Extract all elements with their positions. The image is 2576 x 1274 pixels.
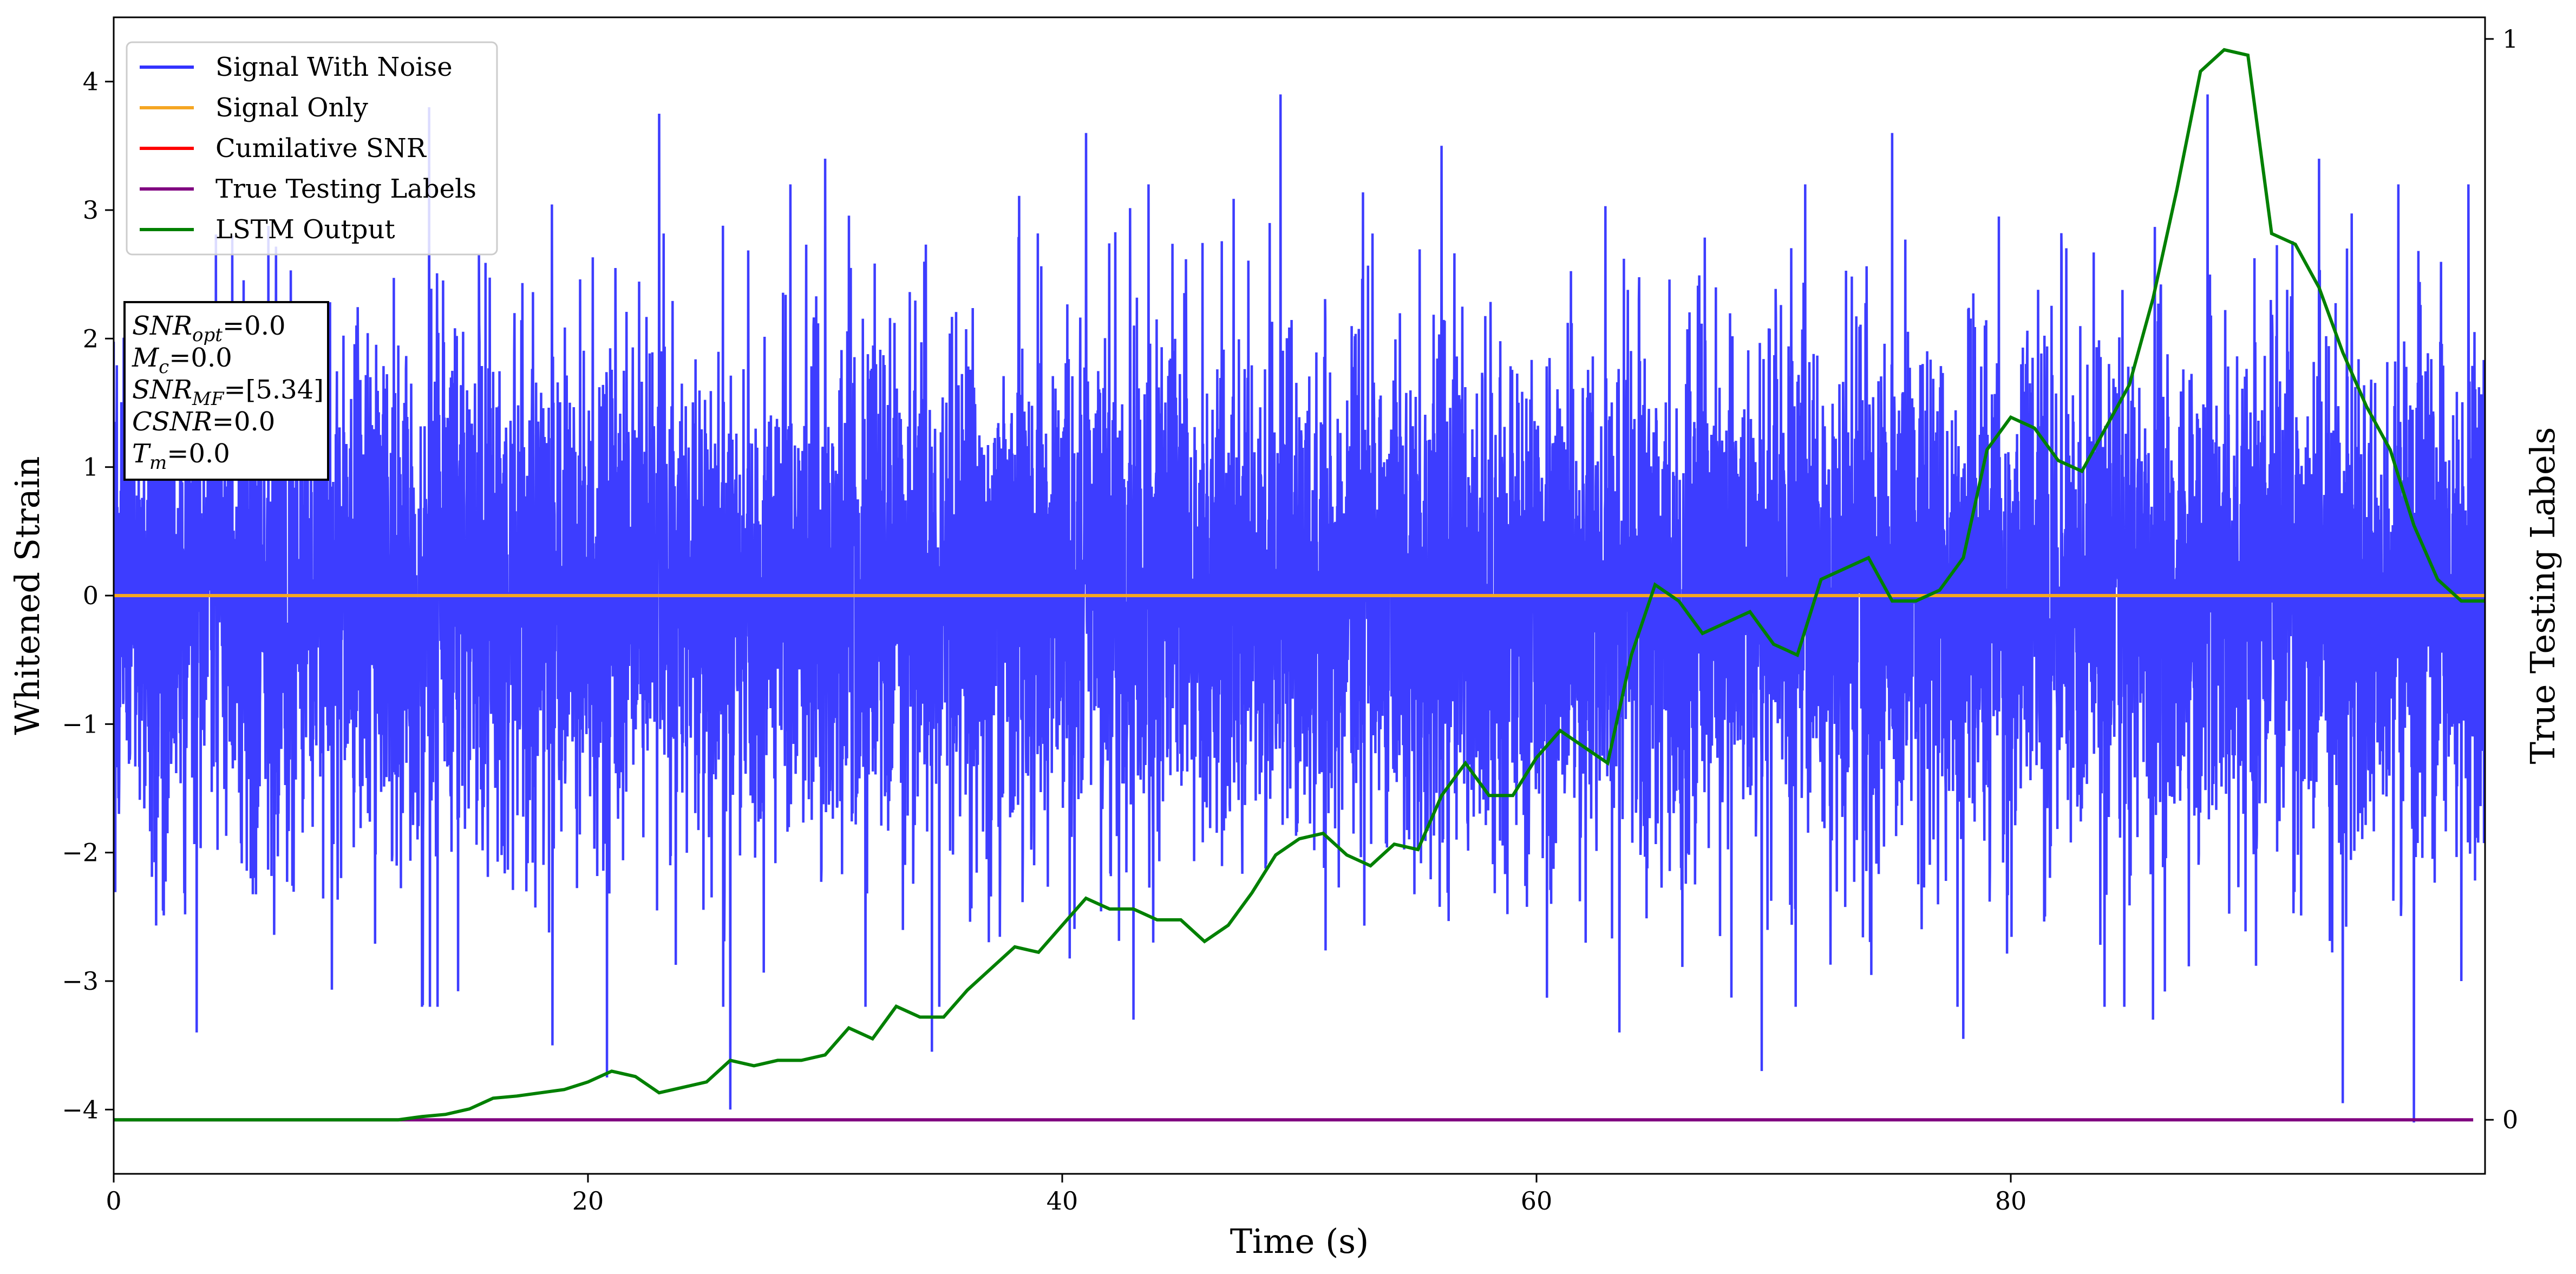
y-tick-label: −1 [62,709,99,739]
info-line: CSNR=0.0 [132,407,275,437]
legend-label-signal-only: Signal Only [215,93,368,123]
y-tick-label: −4 [62,1095,99,1124]
info-var: T [132,439,151,469]
info-sub: m [149,452,167,474]
legend: Signal With Noise Signal Only Cumilative S… [126,41,498,256]
info-line: Mc=0.0 [132,343,232,378]
y-right-axis-label: True Testing Labels [2523,427,2562,765]
y-tick-label: 4 [83,67,99,96]
legend-box [126,41,498,256]
y-tick-label: 3 [83,195,99,225]
info-sub: c [159,356,169,378]
lstm-output-line [114,48,2485,1122]
info-value: =0.0 [223,311,286,341]
info-line: SNRopt=0.0 [132,311,286,346]
signal-with-noise-series [114,94,2485,1123]
signal-with-noise-line [114,94,2485,1123]
info-line: SNRMF=[5.34] [132,375,324,410]
y-right-tick-label: 0 [2502,1105,2518,1134]
info-value: =0.0 [212,407,276,437]
legend-label-lstm-output: LSTM Output [215,214,395,245]
y-right-tick-label: 1 [2502,24,2518,54]
info-value: =0.0 [167,439,230,469]
info-box: SNRopt=0.0Mc=0.0SNRMF=[5.34]CSNR=0.0Tm=0… [123,301,329,481]
x-tick-label: 80 [1995,1186,2027,1216]
info-value: =0.0 [169,343,232,373]
info-var: SNR [132,311,192,341]
info-sub: opt [192,324,223,346]
y-tick-label: −2 [62,838,99,867]
y-tick-label: −3 [62,966,99,996]
x-axis-label: Time (s) [1230,1221,1369,1261]
info-var: SNR [132,375,192,405]
x-tick-label: 0 [106,1186,121,1216]
plot-area [114,48,2485,1123]
x-tick-label: 60 [1521,1186,1553,1216]
legend-label-cumulative-snr: Cumilative SNR [215,133,427,164]
x-tick-label: 40 [1047,1186,1078,1216]
info-value: =[5.34] [224,375,324,405]
y-tick-label: 1 [83,453,99,482]
y-tick-label: 0 [83,581,99,610]
info-sub: MF [192,388,225,410]
info-var: M [132,343,160,373]
legend-label-true-testing-labels: True Testing Labels [215,174,476,204]
x-tick-label: 20 [572,1186,604,1216]
y-tick-label: 2 [83,324,99,353]
lstm-output-series [114,48,2485,1122]
info-box-frame [123,301,329,481]
y-axis-label: Whitened Strain [8,456,47,735]
legend-label-signal-with-noise: Signal With Noise [215,52,453,82]
info-var: CSNR [132,407,212,437]
info-line: Tm=0.0 [132,439,230,474]
